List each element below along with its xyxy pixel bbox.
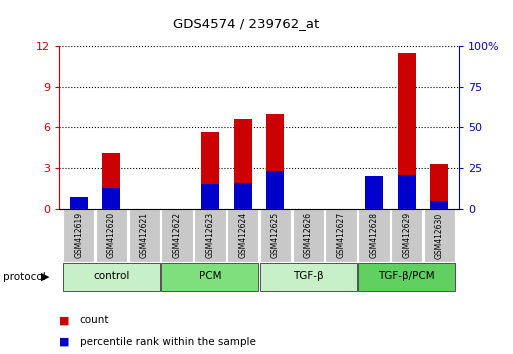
Text: GSM412623: GSM412623 bbox=[205, 212, 214, 258]
Text: GSM412628: GSM412628 bbox=[369, 212, 379, 258]
Bar bbox=[424, 209, 455, 262]
Text: GSM412619: GSM412619 bbox=[74, 212, 83, 258]
Text: GSM412620: GSM412620 bbox=[107, 212, 116, 258]
Bar bbox=[260, 263, 357, 291]
Text: percentile rank within the sample: percentile rank within the sample bbox=[80, 337, 255, 347]
Text: control: control bbox=[93, 272, 130, 281]
Bar bbox=[358, 263, 455, 291]
Bar bbox=[96, 209, 127, 262]
Bar bbox=[325, 209, 357, 262]
Bar bbox=[266, 171, 285, 209]
Bar bbox=[161, 263, 259, 291]
Text: ■: ■ bbox=[59, 315, 69, 325]
Bar bbox=[103, 188, 121, 209]
Text: GSM412630: GSM412630 bbox=[435, 212, 444, 258]
Bar bbox=[391, 209, 422, 262]
Bar bbox=[161, 209, 193, 262]
Text: GSM412626: GSM412626 bbox=[304, 212, 313, 258]
Text: PCM: PCM bbox=[199, 272, 221, 281]
Bar bbox=[63, 263, 160, 291]
Bar bbox=[358, 209, 389, 262]
Bar bbox=[430, 164, 448, 209]
Text: ▶: ▶ bbox=[41, 272, 49, 282]
Bar bbox=[103, 153, 121, 209]
Bar bbox=[201, 184, 219, 209]
Text: GSM412622: GSM412622 bbox=[172, 212, 182, 258]
Bar bbox=[398, 53, 416, 209]
Bar bbox=[260, 209, 291, 262]
Bar bbox=[201, 131, 219, 209]
Text: GSM412625: GSM412625 bbox=[271, 212, 280, 258]
Text: ■: ■ bbox=[59, 337, 69, 347]
Bar bbox=[266, 114, 285, 209]
Bar bbox=[194, 209, 226, 262]
Text: protocol: protocol bbox=[3, 272, 45, 282]
Text: GSM412629: GSM412629 bbox=[402, 212, 411, 258]
Bar bbox=[70, 208, 88, 209]
Bar bbox=[233, 119, 252, 209]
Text: count: count bbox=[80, 315, 109, 325]
Bar bbox=[398, 175, 416, 209]
Bar bbox=[292, 209, 324, 262]
Bar bbox=[430, 201, 448, 209]
Text: GSM412621: GSM412621 bbox=[140, 212, 149, 258]
Text: TGF-β: TGF-β bbox=[293, 272, 324, 281]
Text: GDS4574 / 239762_at: GDS4574 / 239762_at bbox=[173, 17, 320, 30]
Bar bbox=[233, 183, 252, 209]
Bar bbox=[70, 198, 88, 209]
Bar bbox=[129, 209, 160, 262]
Text: GSM412627: GSM412627 bbox=[337, 212, 346, 258]
Text: GSM412624: GSM412624 bbox=[238, 212, 247, 258]
Text: TGF-β/PCM: TGF-β/PCM bbox=[379, 272, 435, 281]
Bar bbox=[227, 209, 259, 262]
Bar bbox=[63, 209, 94, 262]
Bar bbox=[365, 176, 383, 209]
